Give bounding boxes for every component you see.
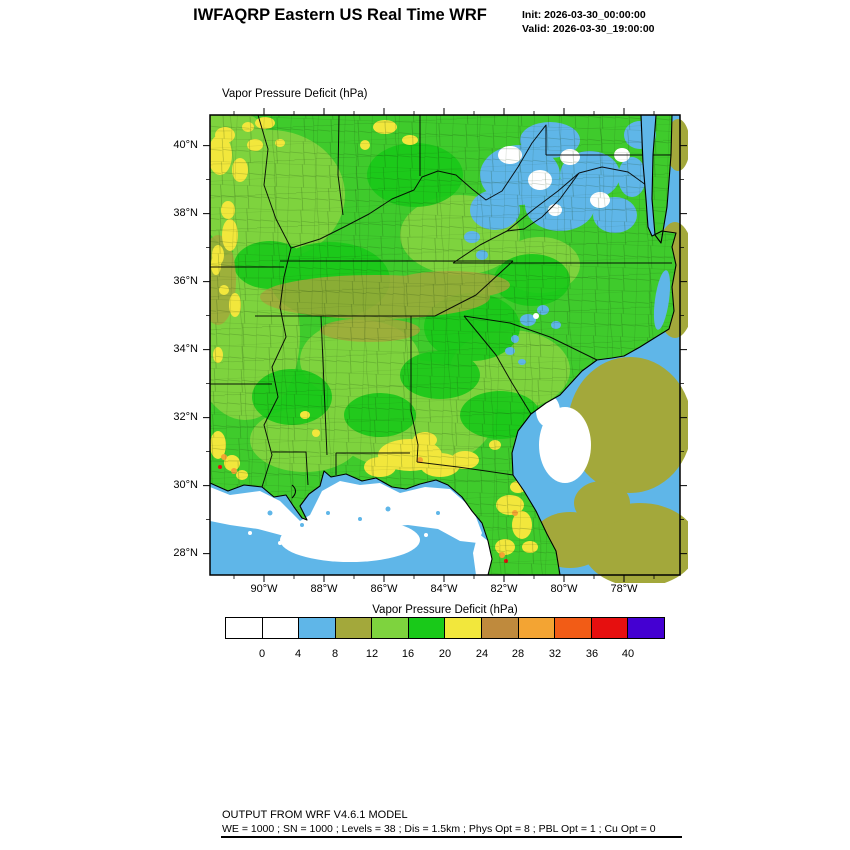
- colorbar-swatch: [444, 617, 483, 639]
- colorbar-swatch: [554, 617, 592, 639]
- colorbar-tick-label: 32: [548, 648, 562, 660]
- vpd-map: [203, 108, 688, 583]
- colorbar: [225, 617, 665, 639]
- coastline: [209, 114, 677, 576]
- colorbar-swatch: [407, 617, 446, 639]
- footer-config-line: WE = 1000 ; SN = 1000 ; Levels = 38 ; Di…: [222, 823, 656, 835]
- colorbar-swatch: [517, 617, 556, 639]
- lat-tick-label: 36°N: [173, 275, 198, 287]
- colorbar-tick-label: 0: [258, 648, 266, 660]
- gulf-speckles: [248, 506, 440, 547]
- colorbar-tick-label: 16: [401, 648, 415, 660]
- colorbar-swatch: [371, 617, 409, 639]
- colorbar-tick-label: 20: [438, 648, 452, 660]
- lat-tick-label: 28°N: [173, 547, 198, 559]
- colorbar-swatch: [627, 617, 665, 639]
- footer-model-line: OUTPUT FROM WRF V4.6.1 MODEL: [222, 809, 408, 821]
- lon-tick-label: 86°W: [370, 583, 398, 595]
- footer-divider: [221, 836, 682, 838]
- lon-tick-label: 82°W: [490, 583, 518, 595]
- lon-tick-label: 90°W: [250, 583, 278, 595]
- colorbar-tick-label: 24: [475, 648, 489, 660]
- colorbar-swatch: [590, 617, 629, 639]
- lat-tick-label: 34°N: [173, 343, 198, 355]
- colorbar-tick-label: 40: [621, 648, 635, 660]
- pamlico-sound: [653, 270, 671, 330]
- valid-time-label: Valid: 2026-03-30_19:00:00: [522, 23, 655, 35]
- lat-tick-label: 32°N: [173, 411, 198, 423]
- lon-tick-label: 78°W: [610, 583, 638, 595]
- colorbar-title: Vapor Pressure Deficit (hPa): [372, 604, 518, 616]
- lon-tick-label: 84°W: [430, 583, 458, 595]
- nearshore-white: [210, 395, 591, 575]
- lat-tick-label: 30°N: [173, 479, 198, 491]
- colorbar-tick-label: 12: [365, 648, 379, 660]
- colorbar-swatch: [261, 617, 300, 639]
- colorbar-swatch: [298, 617, 336, 639]
- colorbar-swatch: [334, 617, 373, 639]
- page-title: IWFAQRP Eastern US Real Time WRF: [193, 6, 487, 24]
- lat-tick-label: 38°N: [173, 207, 198, 219]
- lat-tick-label: 40°N: [173, 139, 198, 151]
- state-borders: [210, 115, 676, 488]
- init-time-label: Init: 2026-03-30_00:00:00: [522, 9, 646, 21]
- axis-ticks: [203, 108, 687, 582]
- map-frame: [209, 114, 681, 576]
- lon-tick-label: 88°W: [310, 583, 338, 595]
- colorbar-tick-label: 28: [511, 648, 525, 660]
- colorbar-swatch: [225, 617, 263, 639]
- colorbar-tick-label: 36: [585, 648, 599, 660]
- colorbar-tick-label: 4: [294, 648, 302, 660]
- run-times: Init: 2026-03-30_00:00:00 Valid: 2026-03…: [522, 8, 655, 36]
- field-label: Vapor Pressure Deficit (hPa): [222, 88, 368, 100]
- colorbar-swatch: [481, 617, 519, 639]
- lon-tick-label: 80°W: [550, 583, 578, 595]
- colorbar-tick-label: 8: [331, 648, 339, 660]
